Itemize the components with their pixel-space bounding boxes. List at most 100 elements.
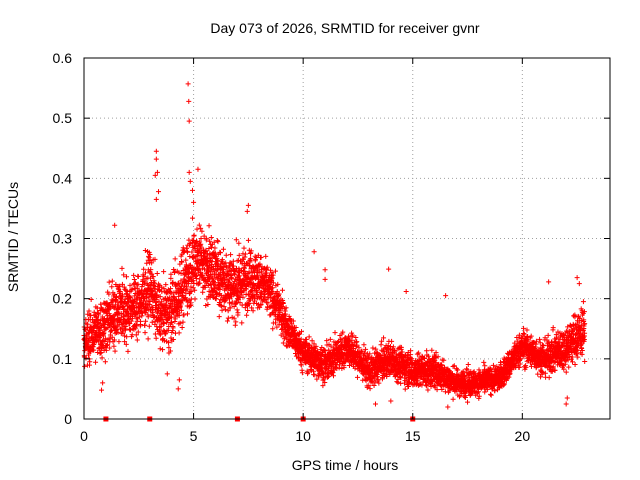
data-point <box>233 237 239 243</box>
data-point <box>250 308 256 314</box>
data-point <box>152 331 158 337</box>
data-point <box>144 298 150 304</box>
data-point <box>206 246 212 252</box>
data-point <box>221 304 227 310</box>
data-point <box>282 311 288 317</box>
data-point <box>248 248 254 254</box>
data-point <box>188 302 194 308</box>
data-point <box>154 324 160 330</box>
x-tick-label: 5 <box>190 428 198 444</box>
data-point <box>88 296 94 302</box>
data-point <box>146 323 152 329</box>
data-point <box>290 318 296 324</box>
data-point <box>131 272 137 278</box>
data-point <box>179 259 185 265</box>
data-point <box>269 270 275 276</box>
data-point <box>103 347 109 353</box>
data-point <box>176 310 182 316</box>
data-point <box>172 256 178 262</box>
data-point <box>124 274 130 280</box>
data-point <box>109 278 115 284</box>
data-point <box>188 288 194 294</box>
data-point <box>258 267 264 273</box>
data-point <box>134 285 140 291</box>
data-point <box>232 268 238 274</box>
data-point <box>191 232 197 238</box>
data-point <box>176 330 182 336</box>
data-point <box>170 294 176 300</box>
y-tick-label: 0.2 <box>53 291 73 307</box>
data-point <box>119 281 125 287</box>
data-point <box>180 267 186 273</box>
data-point <box>225 308 231 314</box>
y-tick-label: 0.4 <box>53 170 73 186</box>
data-point <box>109 284 115 290</box>
data-point <box>98 301 104 307</box>
data-point <box>184 245 190 251</box>
data-point <box>166 345 172 351</box>
data-point <box>166 340 172 346</box>
data-point <box>194 226 200 232</box>
data-point <box>147 298 153 304</box>
data-point <box>105 342 111 348</box>
data-point <box>264 264 270 270</box>
data-point <box>249 305 255 311</box>
data-point <box>245 291 251 297</box>
data-point <box>203 237 209 243</box>
data-point <box>203 247 209 253</box>
data-point <box>205 302 211 308</box>
data-point <box>258 301 264 307</box>
data-point <box>258 254 264 260</box>
data-point <box>181 312 187 318</box>
data-point <box>119 265 125 271</box>
data-point <box>141 266 147 272</box>
y-tick-label: 0.6 <box>53 50 73 66</box>
data-point <box>173 281 179 287</box>
y-tick-label: 0 <box>64 411 72 427</box>
data-point <box>123 319 129 325</box>
data-point <box>236 240 242 246</box>
y-tick-label: 0.3 <box>53 231 73 247</box>
data-point <box>178 307 184 313</box>
data-point <box>269 288 275 294</box>
data-point <box>231 315 237 321</box>
data-point <box>120 294 126 300</box>
data-point <box>234 307 240 313</box>
data-point <box>162 312 168 318</box>
data-point <box>245 308 251 314</box>
data-point <box>186 275 192 281</box>
data-point <box>245 301 251 307</box>
data-point <box>106 306 112 312</box>
data-point <box>186 297 192 303</box>
data-point <box>229 294 235 300</box>
data-point <box>145 314 151 320</box>
data-point <box>161 320 167 326</box>
data-point <box>184 311 190 317</box>
data-point <box>248 256 254 262</box>
data-point <box>188 284 194 290</box>
data-point <box>196 222 202 228</box>
data-point <box>189 249 195 255</box>
data-point <box>200 289 206 295</box>
data-point <box>117 283 123 289</box>
data-point <box>276 291 282 297</box>
data-point <box>270 280 276 286</box>
data-point <box>204 296 210 302</box>
data-point <box>219 303 225 309</box>
data-point <box>211 239 217 245</box>
data-point <box>120 330 126 336</box>
data-point <box>85 311 91 317</box>
data-point <box>239 261 245 267</box>
data-point <box>235 286 241 292</box>
data-point <box>91 341 97 347</box>
data-point <box>104 343 110 349</box>
data-point <box>249 289 255 295</box>
data-point <box>257 304 263 310</box>
data-point <box>285 324 291 330</box>
data-point <box>148 312 154 318</box>
data-point <box>183 257 189 263</box>
data-point <box>277 308 283 314</box>
data-point <box>227 265 233 271</box>
data-point <box>173 296 179 302</box>
